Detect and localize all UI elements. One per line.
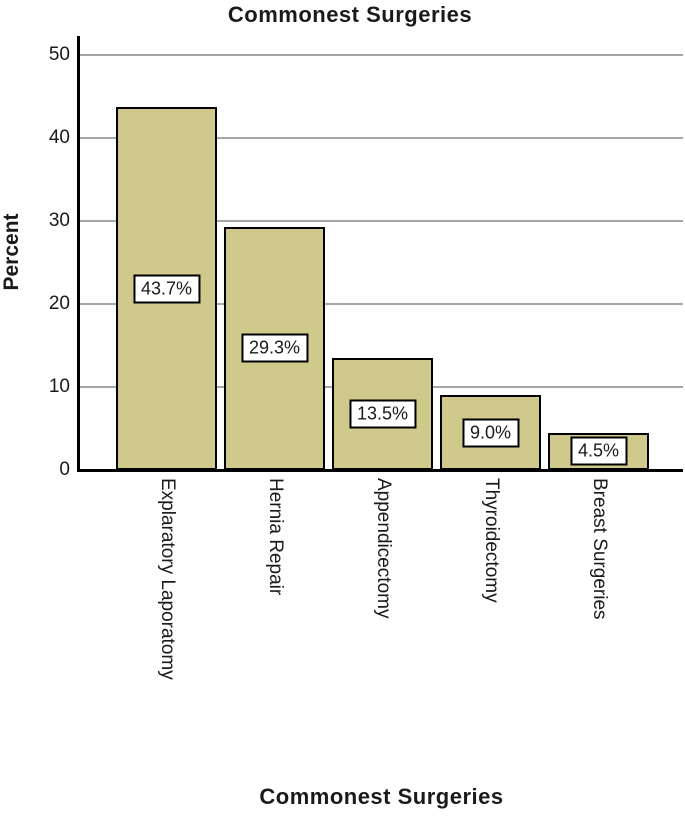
y-tick-label-10: 10 [48, 376, 70, 397]
y-axis-title: Percent [0, 213, 23, 291]
chart-title: Commonest Surgeries [227, 2, 473, 27]
y-tick-label-50: 50 [48, 44, 70, 65]
bar-value-label-4: 9.0% [461, 418, 520, 448]
y-tick-label-20: 20 [48, 293, 70, 314]
x-axis-line [77, 469, 683, 472]
y-tick-label-40: 40 [48, 127, 70, 148]
y-axis-line [77, 36, 80, 471]
bar-value-label-2: 29.3% [240, 333, 309, 363]
x-tick-label-1: Explaratory Laporatomy [156, 478, 178, 680]
bar-value-label-5: 4.5% [569, 436, 628, 466]
y-tick-label-0: 0 [59, 459, 70, 480]
x-tick-label-4: Thyroidectomy [480, 478, 502, 603]
gridline-40 [80, 137, 683, 139]
gridline-30 [80, 220, 683, 222]
x-axis-title: Commonest Surgeries [259, 784, 504, 809]
x-tick-label-3: Appendicectomy [372, 478, 394, 619]
gridline-20 [80, 303, 683, 305]
y-tick-label-30: 30 [48, 210, 70, 231]
x-tick-label-2: Hernia Repair [264, 478, 286, 596]
x-tick-label-5: Breast Surgeries [588, 478, 610, 620]
bar-value-label-1: 43.7% [132, 274, 201, 304]
gridline-50 [80, 54, 683, 56]
bar-value-label-3: 13.5% [348, 399, 417, 429]
